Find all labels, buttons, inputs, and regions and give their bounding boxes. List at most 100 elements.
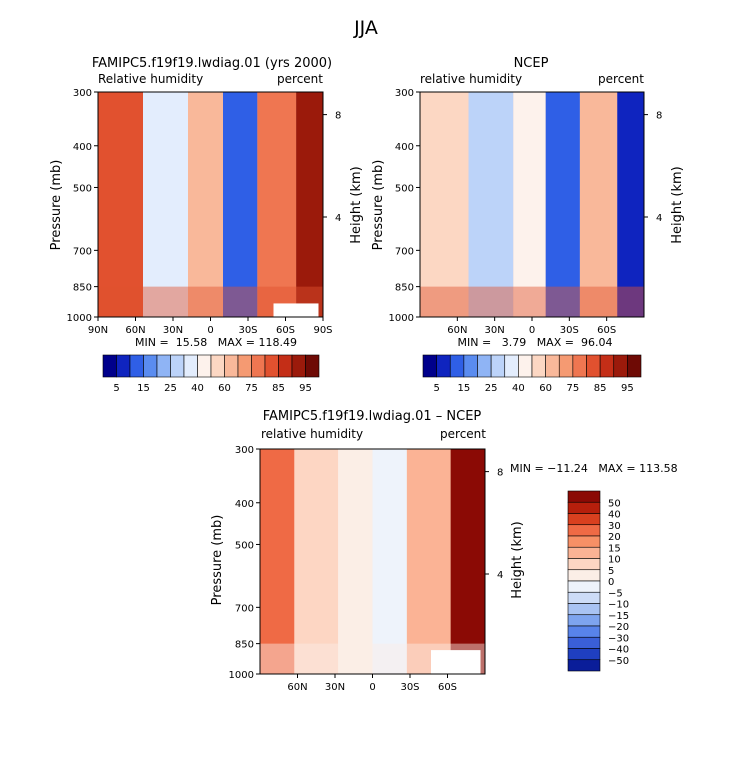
band-subtropical-dry-nh — [143, 92, 188, 317]
panel-model-plot: 300 400 500 700 850 1000 8 4 90N 60N 30N 0 30S 60S 90S — [67, 88, 342, 336]
panel-ncep-colorbar: 5 15 25 40 60 75 85 95 — [422, 354, 642, 394]
panel-difference-stats: MIN = −11.24 MAX = 113.58 — [510, 462, 678, 475]
band-itcz — [188, 92, 223, 317]
colorbar-label: 75 — [245, 383, 258, 394]
x-tick-label: 0 — [369, 682, 375, 693]
colorbar-swatch — [116, 354, 131, 378]
colorbar-swatch — [567, 625, 601, 638]
colorbar-label: 5 — [113, 383, 119, 394]
panel-difference-plot: 300 400 500 700 850 1000 8 4 60N 30N 0 30S 60S — [229, 445, 504, 693]
y-tick-label: 400 — [395, 142, 414, 153]
band-storm-track-sh — [257, 92, 297, 317]
band-tropics — [338, 449, 373, 674]
colorbar-label: −40 — [608, 645, 629, 656]
colorbar-label: 60 — [218, 383, 231, 394]
colorbar-label: 95 — [621, 383, 634, 394]
band-subtropical-dry-nh — [468, 92, 514, 317]
colorbar-label: 60 — [539, 383, 552, 394]
colorbar-label: −30 — [608, 633, 629, 644]
colorbar-swatch — [170, 354, 185, 378]
colorbar-label: 95 — [299, 383, 312, 394]
colorbar-swatch — [531, 354, 546, 378]
band-sh-tropics — [372, 449, 407, 674]
colorbar-swatch — [305, 354, 320, 378]
panel-model-title: FAMIPC5.f19f19.lwdiag.01 (yrs 2000) — [92, 56, 332, 71]
colorbar-swatch — [567, 524, 601, 537]
colorbar-label: 85 — [272, 383, 285, 394]
colorbar-swatch — [291, 354, 306, 378]
x-tick-label: 30N — [163, 325, 183, 336]
colorbar-swatch — [143, 354, 158, 378]
x-tick-label: 0 — [207, 325, 213, 336]
colorbar-swatch — [251, 354, 266, 378]
colorbar-swatch — [102, 354, 117, 378]
colorbar-swatch — [477, 354, 492, 378]
x-tick-label: 60S — [276, 325, 295, 336]
colorbar-swatch — [567, 546, 601, 559]
colorbar-swatch — [558, 354, 574, 378]
panel-difference: FAMIPC5.f19f19.lwdiag.01 – NCEP relative… — [210, 409, 678, 693]
y-tick-label: 700 — [73, 246, 92, 257]
panel-difference-right-subtitle: percent — [440, 427, 486, 441]
colorbar-label: 40 — [191, 383, 204, 394]
colorbar-swatch — [567, 490, 601, 503]
colorbar-swatch — [567, 558, 601, 571]
band-storm-track-sh — [579, 92, 618, 317]
colorbar-swatch — [567, 648, 601, 661]
band-antarctic — [450, 449, 485, 674]
x-tick-label: 60N — [287, 682, 307, 693]
colorbar-swatch — [504, 354, 519, 378]
y-tick-label: 1000 — [389, 313, 414, 324]
colorbar-swatch — [599, 354, 615, 378]
y2-tick-label: 4 — [656, 213, 662, 224]
panel-ncep-title: NCEP — [514, 56, 549, 71]
colorbar-swatch — [518, 354, 533, 378]
colorbar-swatch — [422, 354, 437, 378]
band-nh-mid — [294, 449, 339, 674]
colorbar-swatch — [567, 636, 601, 649]
colorbar-label: 30 — [608, 521, 621, 532]
y-tick-label: 400 — [235, 499, 254, 510]
colorbar-swatch — [567, 603, 601, 616]
y-tick-label: 1000 — [67, 313, 92, 324]
x-tick-label: 90S — [313, 325, 332, 336]
x-tick-label: 30S — [238, 325, 257, 336]
colorbar-swatch — [627, 354, 642, 378]
band-antarctic — [296, 92, 323, 317]
colorbar-swatch — [237, 354, 252, 378]
terrain-mask — [431, 650, 481, 674]
y-tick-label: 300 — [73, 88, 92, 99]
band-subtropical-dry-sh — [223, 92, 258, 317]
band-itcz — [513, 92, 546, 317]
colorbar-swatch — [129, 354, 144, 378]
x-tick-label: 60N — [125, 325, 145, 336]
y-tick-label: 850 — [235, 640, 254, 651]
colorbar-swatch — [156, 354, 171, 378]
y-tick-label: 300 — [395, 88, 414, 99]
colorbar-label: 40 — [608, 510, 621, 521]
panel-ncep-plot: 300 400 500 700 850 1000 8 4 60N 30N 0 30S 60S — [389, 88, 663, 336]
y2-tick-label: 4 — [497, 570, 503, 581]
panel-ncep-ylabel: Pressure (mb) — [371, 160, 386, 251]
colorbar-swatch — [586, 354, 601, 378]
band-antarctic — [617, 92, 644, 317]
y2-tick-label: 8 — [497, 468, 503, 479]
colorbar-swatch — [463, 354, 478, 378]
colorbar-label: 40 — [512, 383, 525, 394]
band-nh-high — [260, 449, 295, 674]
colorbar-swatch — [613, 354, 628, 378]
colorbar-label: 15 — [458, 383, 471, 394]
colorbar-swatch — [490, 354, 506, 378]
x-tick-label: 60S — [438, 682, 457, 693]
panel-model-right-subtitle: percent — [277, 72, 323, 86]
colorbar-swatch — [449, 354, 465, 378]
colorbar-label: 15 — [137, 383, 150, 394]
colorbar-label: 5 — [608, 566, 614, 577]
colorbar-label: 25 — [485, 383, 498, 394]
band-high-lat-nh — [420, 92, 469, 317]
y-tick-label: 700 — [395, 246, 414, 257]
x-tick-label: 30N — [485, 325, 505, 336]
